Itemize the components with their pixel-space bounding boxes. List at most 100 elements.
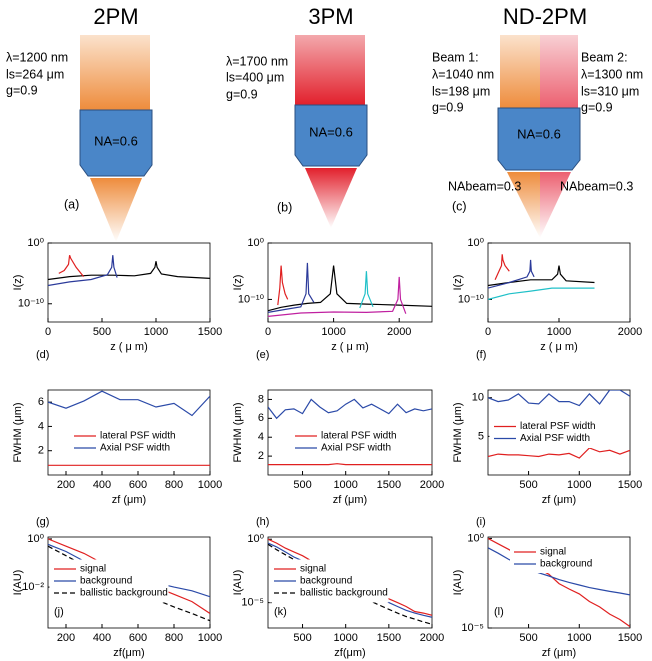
panel-label: (j) [54,606,64,618]
x-tick-label: 500 [93,326,111,338]
focus-cone [540,172,571,238]
series-group [488,390,630,459]
x-tick-label: 500 [519,479,537,491]
panel-label: (e) [256,349,269,361]
x-tick-label: 400 [93,632,111,644]
x-tick-label: 800 [165,632,183,644]
series-line [488,287,595,300]
x-tick-label: 800 [165,479,183,491]
x-axis-label: z ( μ m) [110,341,148,353]
y-tick-label: 6 [38,396,44,408]
diagram-2pm: 2PM λ=1200 nm ls=264 μm g=0.9 NA=0.6 (a) [6,4,153,242]
legend-label: signal [300,564,326,575]
legend-label: lateral PSF width [520,421,596,432]
plot: 10⁰ 10⁻¹⁰ 0 500 1000 1500 z ( μ m) I(z) (d) [12,237,222,361]
param: Beam 1: [432,50,479,64]
legend-label: Axial PSF width [520,433,590,444]
x-axis-label: zf (μm) [542,647,576,659]
y-tick-label: 10⁻⁵ [241,597,264,609]
series-line [488,390,630,407]
focus-cone [507,172,540,238]
legend-label: signal [80,564,106,575]
title: ND-2PM [503,4,587,29]
x-tick-label: 2000 [420,632,444,644]
x-tick-label: 1500 [618,479,642,491]
x-axis-label: z ( μ m) [540,341,578,353]
x-tick-label: 500 [293,479,311,491]
y-axis-label: I(AU) [232,570,244,596]
series-line [58,254,85,277]
beam-1 [500,35,540,108]
panel-label: (c) [452,199,467,213]
param: g=0.9 [6,83,38,97]
legend-label: Axial PSF width [100,443,170,454]
na-label: NAbeam=0.3 [448,179,521,193]
legend-label: ballistic background [300,588,388,599]
diagram-nd2pm: ND-2PM Beam 1: λ=1040 nm ls=198 μm g=0.9… [432,4,643,238]
panel-label: (f) [476,349,486,361]
series-line [494,254,510,281]
series-line [268,262,315,313]
plot: 10⁰ 10⁻² 200 400 600 800 1000 zf(μm) I(AU) (j) sig… [12,533,222,659]
panel-label: (k) [274,606,287,618]
y-tick-label: 8 [258,393,264,405]
y-tick-label: 2 [258,450,264,462]
series-line [488,447,630,459]
x-tick-label: 600 [129,479,147,491]
plot: 10⁰ 10⁻⁵ 500 1000 1500 2000 zf(μm) I(AU) (k) sign… [232,533,444,659]
y-tick-label: 10⁻¹⁰ [238,293,265,305]
x-tick-label: 1000 [198,479,222,491]
focus-cone [90,178,142,242]
param: λ=1700 nm [226,54,288,68]
focus-cone [305,168,357,228]
plot-area [47,242,211,323]
plot: 5 10 500 1000 1500 zf (μm) FWHM (μm) (i) lateral… [452,389,642,528]
objective [497,107,581,171]
y-tick-label: 4 [258,431,264,443]
param: g=0.9 [432,100,464,114]
param: g=0.9 [226,87,258,101]
legend-label: lateral PSF width [321,431,397,442]
objective-label: NA=0.6 [94,133,138,148]
x-tick-label: 0 [265,326,271,338]
series-line [277,265,289,306]
panel-label: (i) [476,516,486,528]
y-tick-label: 10⁰ [467,532,484,544]
panel-label: (l) [494,606,504,618]
param: g=0.9 [581,100,613,114]
objective-label: NA=0.6 [309,124,353,139]
panel-label: (b) [277,200,292,214]
x-tick-label: 0 [45,326,51,338]
series-line [48,255,118,287]
series-group [488,254,595,300]
series-line [48,261,210,281]
y-axis-label: I(AU) [12,570,24,596]
title: 3PM [308,4,353,29]
series-line [268,463,432,466]
series-line [359,271,374,309]
x-axis-label: zf (μm) [112,494,146,506]
y-tick-label: 4 [38,420,44,432]
beam [80,35,150,110]
plot: 10⁰ 10⁻⁵ 500 1000 1500 zf (μm) I(AU) (l) signalb… [452,532,642,659]
param: ls=198 μm [432,84,490,98]
series-group [48,254,210,287]
series-line [268,398,432,420]
series-line [48,390,210,417]
y-axis-label: FWHM (μm) [232,402,244,462]
plot: 2 4 6 200 400 600 800 1000 zf (μm) FWHM (μm) (g) la… [12,389,222,528]
y-axis-label: I(z) [232,275,244,291]
x-tick-label: 1000 [567,632,591,644]
x-tick-label: 1500 [198,326,222,338]
x-tick-label: 1000 [198,632,222,644]
y-tick-label: 10⁻¹⁰ [18,298,45,310]
y-axis-label: I(z) [12,275,24,291]
x-tick-label: 2000 [618,326,642,338]
series-line [488,259,535,289]
x-tick-label: 1000 [333,479,357,491]
x-tick-label: 600 [129,632,147,644]
panel-label: (h) [256,516,269,528]
panel-label: (a) [64,197,79,211]
